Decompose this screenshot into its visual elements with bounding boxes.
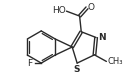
Text: HO: HO <box>52 6 66 15</box>
Text: N: N <box>98 33 106 42</box>
Text: S: S <box>74 65 80 74</box>
Text: F: F <box>27 59 32 68</box>
Text: O: O <box>88 3 95 12</box>
Text: CH₃: CH₃ <box>107 57 123 66</box>
